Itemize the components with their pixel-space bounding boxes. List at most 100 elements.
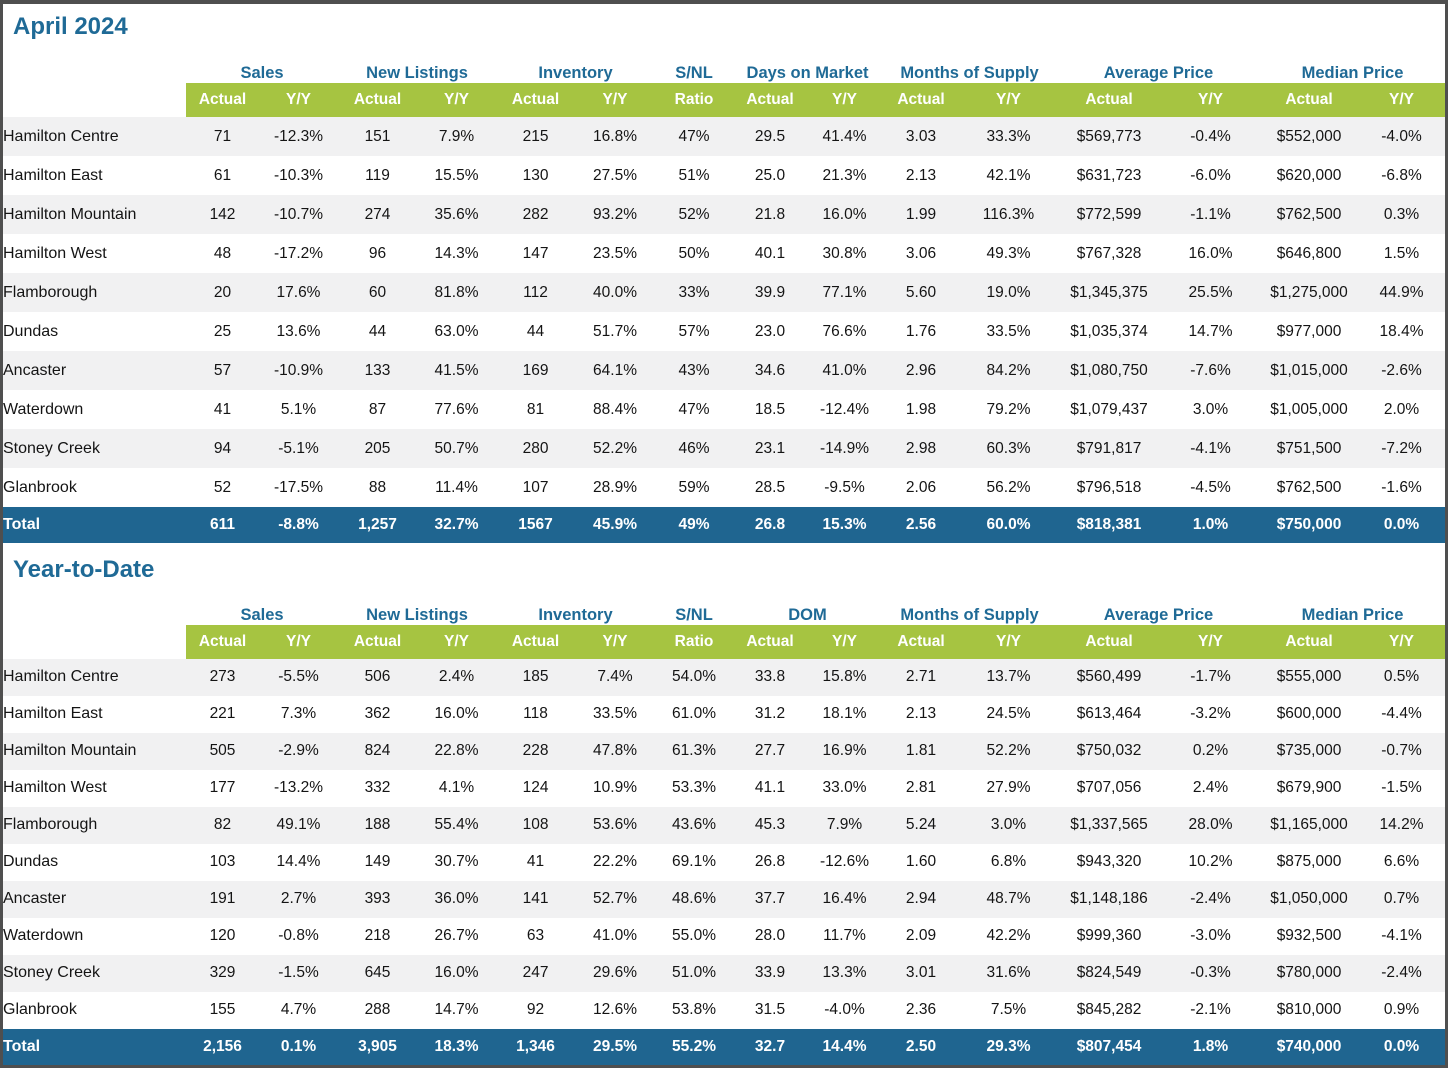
- value-cell: 247: [496, 954, 576, 992]
- group-header-cell: S/NL: [655, 594, 734, 625]
- value-cell: 5.1%: [259, 390, 338, 430]
- value-cell: 19.0%: [960, 273, 1058, 313]
- value-cell: 2.13: [882, 156, 961, 196]
- value-cell: 10.2%: [1161, 843, 1261, 881]
- value-cell: $772,599: [1057, 195, 1162, 235]
- value-cell: $679,900: [1260, 769, 1359, 807]
- value-cell: 39.9: [733, 273, 808, 313]
- group-header-cell: DOM: [733, 594, 883, 625]
- value-cell: 26.7%: [417, 917, 497, 955]
- value-cell: 188: [338, 806, 417, 844]
- value-cell: -3.2%: [1161, 695, 1261, 733]
- value-cell: 92: [496, 991, 576, 1029]
- value-cell: $999,360: [1057, 917, 1162, 955]
- value-cell: 2.36: [882, 991, 961, 1029]
- region-label-cell: Dundas: [3, 312, 186, 352]
- total-value-cell: 0.1%: [259, 1028, 338, 1065]
- value-cell: 142: [186, 195, 259, 235]
- value-cell: 44: [496, 312, 576, 352]
- value-cell: -5.5%: [259, 658, 338, 696]
- value-cell: -14.9%: [807, 429, 883, 469]
- value-cell: -17.2%: [259, 234, 338, 274]
- value-cell: 108: [496, 806, 576, 844]
- value-cell: 28.0: [733, 917, 808, 955]
- group-header-spacer: [3, 53, 186, 84]
- value-cell: 43%: [655, 351, 734, 391]
- group-header-row: Sales New Listings Inventory S/NL DOM Months …: [3, 594, 1445, 625]
- value-cell: -0.3%: [1161, 954, 1261, 992]
- value-cell: 6.8%: [960, 843, 1058, 881]
- value-cell: 25.5%: [1161, 273, 1261, 313]
- value-cell: 4.7%: [259, 991, 338, 1029]
- value-cell: 41: [496, 843, 576, 881]
- value-cell: 28.5: [733, 468, 808, 508]
- value-cell: 61: [186, 156, 259, 196]
- value-cell: $1,148,186: [1057, 880, 1162, 918]
- value-cell: -6.0%: [1161, 156, 1261, 196]
- value-cell: 147: [496, 234, 576, 274]
- value-cell: 48.7%: [960, 880, 1058, 918]
- total-value-cell: 2,156: [186, 1028, 259, 1065]
- value-cell: -12.3%: [259, 117, 338, 157]
- value-cell: $620,000: [1260, 156, 1359, 196]
- value-cell: 41.1: [733, 769, 808, 807]
- value-cell: 61.0%: [655, 695, 734, 733]
- value-cell: $977,000: [1260, 312, 1359, 352]
- value-cell: 505: [186, 732, 259, 770]
- value-cell: 274: [338, 195, 417, 235]
- region-label-cell: Dundas: [3, 843, 186, 881]
- total-row: Total 2,156 0.1% 3,905 18.3% 1,346 29.5% 55.2% 3…: [3, 1028, 1445, 1065]
- sub-header-row: Actual Y/Y Actual Y/Y Actual Y/Y Ratio Actual Y/…: [3, 624, 1445, 659]
- section-april-2024: April 2024 Sales New Listings Inventory S/N…: [3, 13, 1445, 544]
- group-header-row: Sales New Listings Inventory S/NL Days on Ma…: [3, 53, 1445, 84]
- value-cell: 69.1%: [655, 843, 734, 881]
- value-cell: 133: [338, 351, 417, 391]
- sub-header-cell: Actual: [496, 83, 576, 118]
- value-cell: 22.2%: [575, 843, 656, 881]
- value-cell: 51.7%: [575, 312, 656, 352]
- value-cell: 288: [338, 991, 417, 1029]
- value-cell: -5.1%: [259, 429, 338, 469]
- value-cell: 280: [496, 429, 576, 469]
- total-value-cell: 15.3%: [807, 507, 883, 544]
- value-cell: 36.0%: [417, 880, 497, 918]
- value-cell: 31.6%: [960, 954, 1058, 992]
- value-cell: 273: [186, 658, 259, 696]
- value-cell: 18.5: [733, 390, 808, 430]
- table-row: Ancaster 57 -10.9% 133 41.5% 169 64.1% 43% 34.6 4…: [3, 351, 1445, 391]
- value-cell: $600,000: [1260, 695, 1359, 733]
- value-cell: 81: [496, 390, 576, 430]
- value-cell: 0.7%: [1358, 880, 1445, 918]
- table-row: Waterdown 41 5.1% 87 77.6% 81 88.4% 47% 18.5 -12.…: [3, 390, 1445, 430]
- value-cell: -1.6%: [1358, 468, 1445, 508]
- value-cell: 185: [496, 658, 576, 696]
- value-cell: -4.5%: [1161, 468, 1261, 508]
- value-cell: 141: [496, 880, 576, 918]
- value-cell: $560,499: [1057, 658, 1162, 696]
- total-value-cell: 29.5%: [575, 1028, 656, 1065]
- value-cell: 77.6%: [417, 390, 497, 430]
- value-cell: $875,000: [1260, 843, 1359, 881]
- value-cell: 46%: [655, 429, 734, 469]
- value-cell: 824: [338, 732, 417, 770]
- value-cell: 33.0%: [807, 769, 883, 807]
- region-label-cell: Waterdown: [3, 917, 186, 955]
- value-cell: 34.6: [733, 351, 808, 391]
- value-cell: 51.0%: [655, 954, 734, 992]
- region-label-cell: Hamilton Centre: [3, 658, 186, 696]
- value-cell: 13.7%: [960, 658, 1058, 696]
- value-cell: -12.4%: [807, 390, 883, 430]
- value-cell: -1.5%: [1358, 769, 1445, 807]
- value-cell: 88: [338, 468, 417, 508]
- table-row: Stoney Creek 329 -1.5% 645 16.0% 247 29.6% 51.0…: [3, 954, 1445, 992]
- value-cell: 43.6%: [655, 806, 734, 844]
- value-cell: 93.2%: [575, 195, 656, 235]
- sub-header-cell: Y/Y: [259, 83, 338, 118]
- value-cell: 41.0%: [807, 351, 883, 391]
- table-row: Dundas 25 13.6% 44 63.0% 44 51.7% 57% 23.0 76.6% 1…: [3, 312, 1445, 352]
- value-cell: 51%: [655, 156, 734, 196]
- sub-header-cell: Y/Y: [807, 624, 883, 659]
- value-cell: 42.1%: [960, 156, 1058, 196]
- group-header-cell: S/NL: [655, 53, 734, 84]
- value-cell: 44: [338, 312, 417, 352]
